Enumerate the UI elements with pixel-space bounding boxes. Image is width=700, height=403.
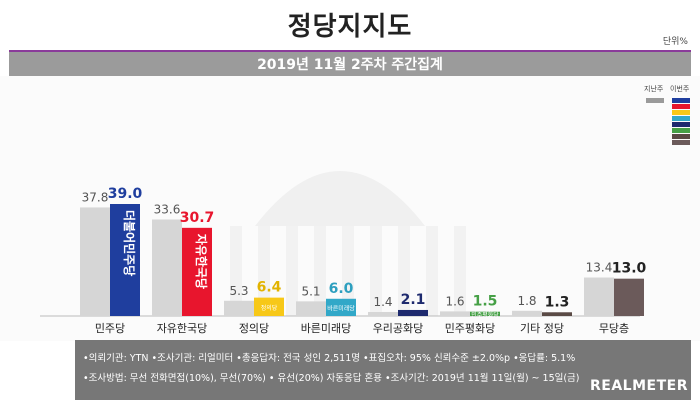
- chart-area: 37.8 39.0 더불어민주당 민주당 33.6 30.7 자유한국당 자유한국당 5.3 6.…: [0, 76, 700, 341]
- survey-info-footer: •의뢰기관: YTN •조사기관: 리얼미터 •총응답자: 전국 성인 2,51…: [75, 340, 691, 400]
- unit-label: 단위%: [662, 37, 688, 47]
- category-label-1: 자유한국당: [157, 322, 208, 335]
- background-column: [426, 226, 438, 316]
- bar-prev-0: [80, 207, 110, 316]
- survey-info-line-1: •의뢰기관: YTN •조사기관: 리얼미터 •총응답자: 전국 성인 2,51…: [83, 353, 576, 364]
- bar-party-logo-text-2: 정의당: [261, 304, 278, 312]
- background-dome: [255, 171, 425, 226]
- data-label-prev-4: 1.4: [373, 295, 392, 309]
- background-column: [314, 226, 326, 316]
- data-label-prev-3: 5.1: [301, 284, 320, 298]
- bar-curr-5: [470, 311, 500, 316]
- page-title: 정당지지도: [287, 12, 413, 42]
- bar-curr-3: [326, 298, 356, 316]
- bar-curr-1: [182, 227, 212, 316]
- data-label-curr-4: 2.1: [401, 292, 426, 308]
- data-label-curr-0: 39.0: [108, 186, 143, 202]
- background-column: [398, 226, 410, 316]
- legend-curr-swatch-7: [672, 140, 690, 145]
- data-label-prev-6: 1.8: [517, 294, 536, 308]
- bar-party-logo-text-1: 자유한국당: [194, 234, 209, 289]
- data-label-prev-5: 1.6: [445, 294, 464, 308]
- bar-prev-5: [440, 311, 470, 316]
- bar-curr-2: [254, 297, 284, 316]
- legend-swatches: [646, 98, 690, 145]
- bar-prev-4: [368, 311, 398, 316]
- bar-party-logo-text-0: 더불어민주당: [122, 210, 137, 276]
- bar-party-logo-text-3: 바른미래당: [327, 304, 355, 312]
- bar-curr-0: [110, 204, 140, 316]
- data-label-curr-3: 6.0: [329, 281, 354, 297]
- bar-curr-7: [614, 278, 644, 316]
- legend-curr-swatch-6: [672, 134, 690, 139]
- realmeter-logo: REALMETER: [590, 378, 688, 394]
- legend-curr-swatch-5: [672, 128, 690, 133]
- survey-info-line-2: •조사방법: 무선 전화면접(10%), 무선(70%) • 유선(20%) 자…: [83, 373, 580, 384]
- bar-curr-6: [542, 312, 572, 316]
- data-label-curr-1: 30.7: [180, 210, 215, 226]
- legend-curr-label: 이번주: [670, 85, 690, 93]
- category-label-2: 정의당: [239, 322, 269, 335]
- data-label-curr-7: 13.0: [612, 261, 647, 277]
- legend-curr-swatch-4: [672, 122, 690, 127]
- data-label-prev-1: 33.6: [154, 203, 181, 217]
- category-label-6: 기타 정당: [520, 322, 564, 335]
- legend-curr-swatch-3: [672, 116, 690, 121]
- bar-prev-3: [296, 301, 326, 316]
- background-column: [230, 226, 242, 316]
- legend-prev-label: 지난주: [644, 85, 664, 93]
- background-column: [342, 226, 354, 316]
- subtitle-bar: 2019년 11월 2주차 주간집계: [9, 50, 691, 78]
- bar-prev-7: [584, 277, 614, 316]
- background-column: [370, 226, 382, 316]
- data-label-prev-0: 37.8: [82, 190, 109, 204]
- chart-subtitle: 2019년 11월 2주차 주간집계: [257, 57, 443, 73]
- category-label-0: 민주당: [95, 322, 125, 335]
- category-label-5: 민주평화당: [445, 322, 496, 335]
- legend-curr-swatch-1: [672, 104, 690, 109]
- legend-prev-swatch: [646, 98, 664, 103]
- category-label-4: 우리공화당: [373, 322, 424, 335]
- data-label-curr-5: 1.5: [473, 294, 498, 310]
- background-column: [286, 226, 298, 316]
- bar-party-logo-text-5: 민주평화당: [471, 311, 499, 319]
- data-label-prev-2: 5.3: [229, 284, 248, 298]
- background-column: [454, 226, 466, 316]
- bar-prev-6: [512, 310, 542, 316]
- data-label-curr-2: 6.4: [257, 280, 282, 296]
- data-label-curr-6: 1.3: [545, 294, 570, 310]
- data-label-prev-7: 13.4: [586, 261, 613, 275]
- background-column: [258, 226, 270, 316]
- legend-curr-swatch-2: [672, 110, 690, 115]
- legend-curr-swatch-0: [672, 98, 690, 103]
- category-label-7: 무당층: [599, 322, 629, 335]
- bar-curr-4: [398, 309, 428, 316]
- bar-prev-1: [152, 219, 182, 316]
- category-label-3: 바른미래당: [301, 322, 352, 335]
- bar-prev-2: [224, 300, 254, 316]
